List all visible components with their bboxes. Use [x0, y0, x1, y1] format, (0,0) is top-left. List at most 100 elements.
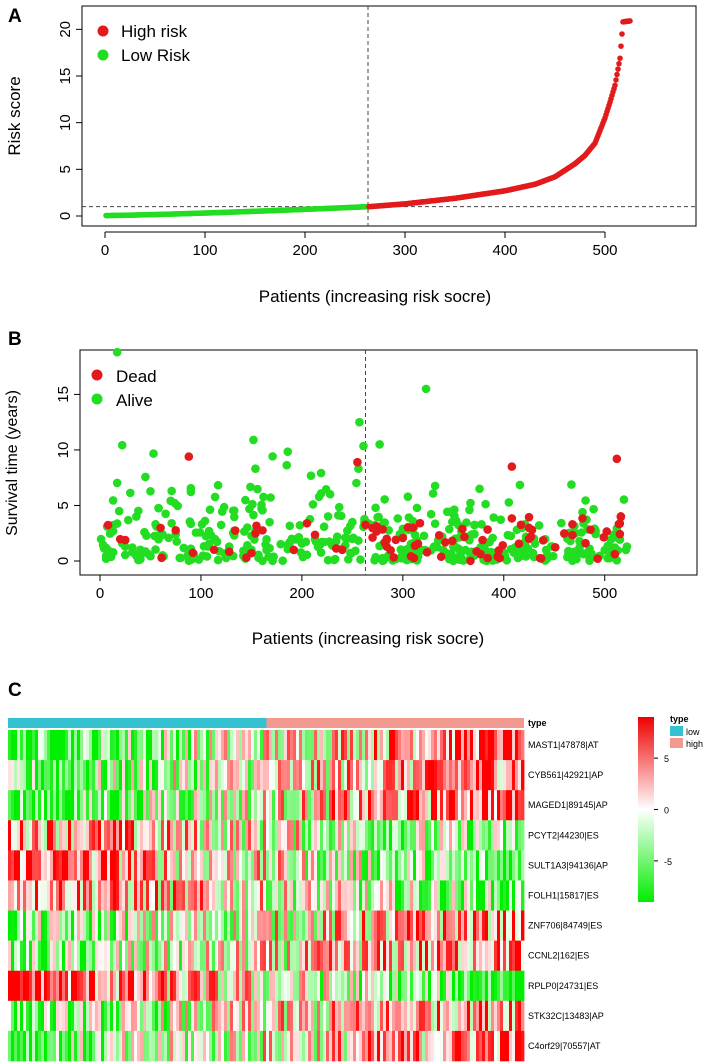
survival-point-dead: [507, 462, 517, 471]
heatmap-cell: [20, 970, 24, 1002]
heatmap-cell: [350, 760, 354, 791]
heatmap-cell: [221, 970, 225, 1002]
heatmap-cell: [218, 880, 222, 911]
heatmap-cell: [407, 1000, 411, 1032]
survival-point-alive: [134, 555, 143, 565]
heatmap-cell: [110, 820, 114, 851]
heatmap-cell: [11, 940, 15, 972]
heatmap-cell: [182, 970, 186, 1002]
heatmap-cell: [338, 880, 342, 911]
heatmap-row-label: MAGED1|89145|AP: [528, 800, 608, 810]
heatmap-cell: [518, 820, 522, 851]
survival-point-dead: [568, 530, 577, 540]
legend-a: High risk Low Risk: [97, 22, 190, 65]
heatmap-cell: [377, 940, 381, 972]
type-annotation-bar: [8, 718, 524, 728]
heatmap-cell: [362, 820, 366, 851]
heatmap-cell: [308, 790, 312, 821]
heatmap-cell: [155, 940, 159, 972]
heatmap-cell: [200, 910, 204, 941]
heatmap-cell: [191, 820, 195, 851]
heatmap-cell: [437, 970, 441, 1002]
heatmap-cell: [326, 760, 330, 791]
heatmap-cell: [305, 910, 309, 941]
heatmap-cell: [125, 1000, 129, 1032]
heatmap-cell: [158, 910, 162, 941]
heatmap-cell: [470, 760, 474, 791]
heatmap-cell: [74, 940, 78, 972]
survival-point-alive: [278, 556, 288, 566]
heatmap-cell: [368, 1000, 372, 1032]
survival-point-alive: [621, 545, 631, 555]
heatmap-cell: [155, 820, 159, 851]
heatmap-cell: [473, 910, 477, 941]
heatmap-cell: [170, 1030, 174, 1062]
heatmap-cell: [488, 730, 492, 761]
heatmap-cell: [11, 1000, 15, 1032]
heatmap-cell: [104, 1030, 108, 1062]
heatmap-cell: [23, 880, 27, 911]
heatmap-cell: [401, 880, 405, 911]
heatmap-cell: [266, 1030, 270, 1062]
heatmap-cell: [281, 730, 285, 761]
heatmap-cell: [323, 1000, 327, 1032]
heatmap-cell: [119, 730, 123, 761]
heatmap-cell: [236, 1030, 240, 1062]
survival-point-dead: [507, 514, 517, 523]
heatmap-cell: [248, 940, 252, 972]
heatmap-cell: [161, 760, 165, 791]
heatmap-cell: [242, 880, 246, 911]
heatmap-cell: [110, 970, 114, 1002]
heatmap-cell: [194, 1030, 198, 1062]
heatmap-cell: [293, 940, 297, 972]
heatmap-cell: [56, 850, 60, 881]
heatmap-cell: [305, 760, 309, 791]
heatmap-cell: [515, 730, 519, 761]
heatmap-cell: [62, 760, 66, 791]
heatmap-cell: [182, 760, 186, 791]
heatmap-cell: [104, 910, 108, 941]
heatmap-cell: [134, 1030, 138, 1062]
heatmap-cell: [20, 760, 24, 791]
heatmap-cell: [425, 730, 429, 761]
heatmap-cell: [254, 730, 258, 761]
y-tick-label-a: 0: [57, 212, 74, 220]
heatmap-cell: [383, 820, 387, 851]
survival-point-dead: [524, 534, 534, 543]
heatmap-cell: [296, 730, 300, 761]
heatmap-cell: [137, 760, 141, 791]
heatmap-cell: [290, 940, 294, 972]
heatmap-cell: [467, 1030, 471, 1062]
heatmap-cell: [29, 910, 33, 941]
heatmap-cell: [299, 940, 303, 972]
heatmap-cell: [509, 970, 513, 1002]
heatmap-cell: [443, 970, 447, 1002]
heatmap-cell: [203, 970, 207, 1002]
heatmap-cell: [413, 790, 417, 821]
heatmap-cell: [212, 880, 216, 911]
heatmap-cell: [320, 760, 324, 791]
heatmap-cell: [131, 760, 135, 791]
heatmap-cell: [194, 910, 198, 941]
heatmap-cell: [254, 970, 258, 1002]
heatmap-cell: [92, 820, 96, 851]
heatmap-cell: [368, 880, 372, 911]
heatmap-cell: [458, 940, 462, 972]
heatmap-cell: [242, 790, 246, 821]
heatmap-cell: [317, 1000, 321, 1032]
heatmap-cell: [128, 910, 132, 941]
heatmap-cell: [305, 820, 309, 851]
heatmap-cell: [200, 850, 204, 881]
heatmap-cell: [203, 790, 207, 821]
heatmap-cell: [512, 1000, 516, 1032]
heatmap-cell: [443, 910, 447, 941]
survival-point-alive: [213, 480, 223, 490]
heatmap-cell: [308, 880, 312, 911]
heatmap-cell: [296, 760, 300, 791]
heatmap-cell: [50, 940, 54, 972]
heatmap-cell: [275, 1030, 279, 1062]
heatmap-cell: [224, 880, 228, 911]
risk-point-high: [618, 43, 624, 49]
heatmap-cell: [407, 850, 411, 881]
heatmap-cell: [335, 730, 339, 761]
